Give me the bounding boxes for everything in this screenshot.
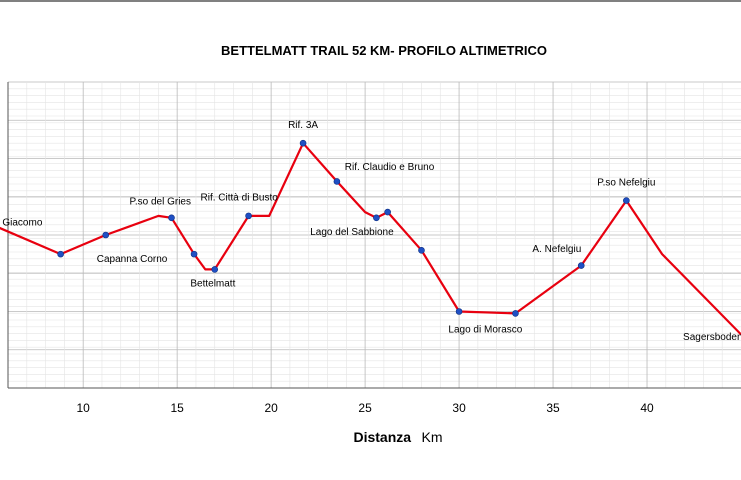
waypoint-marker: [168, 214, 175, 222]
waypoint-label: Capanna Corno: [97, 254, 168, 265]
x-tick-label: 30: [452, 401, 466, 415]
waypoint-label: Rif. 3A: [288, 120, 318, 131]
grid: [0, 0, 741, 389]
waypoint-labels: Giacomo Capanna Corno P.so del Gries Bettel…: [2, 120, 741, 343]
x-tick-label: 25: [358, 401, 372, 415]
waypoint-marker: [623, 197, 630, 204]
waypoint-marker: [577, 262, 585, 269]
x-axis-unit: Km: [422, 429, 443, 445]
x-tick-label: 15: [170, 401, 184, 415]
x-axis-label-text: Distanza: [353, 429, 411, 445]
axes: [7, 82, 741, 389]
waypoint-marker: [455, 308, 463, 315]
waypoint-marker: [384, 208, 391, 216]
x-tick-label: 20: [264, 401, 278, 415]
waypoint-markers: [57, 139, 630, 317]
waypoint-marker: [190, 250, 198, 258]
waypoint-label: A. Nefelgiu: [532, 244, 581, 255]
x-tick-labels: 10 15 20 25 30 35 40: [76, 401, 654, 415]
waypoint-label: Giacomo: [2, 217, 42, 228]
waypoint-marker: [57, 250, 64, 258]
waypoint-marker: [245, 212, 252, 220]
waypoint-marker: [211, 266, 219, 273]
waypoint-marker: [418, 247, 425, 254]
waypoint-label: P.so del Gries: [129, 196, 191, 207]
waypoint-marker: [299, 139, 307, 147]
waypoint-label: P.so Nefelgiu: [597, 177, 655, 188]
waypoint-label: Bettelmatt: [190, 279, 235, 290]
waypoint-marker: [102, 231, 110, 239]
profile-line: [0, 142, 741, 336]
waypoint-label: Lago del Sabbione: [310, 227, 394, 238]
chart-title: BETTELMATT TRAIL 52 KM- PROFILO ALTIMETR…: [221, 43, 547, 58]
waypoint-label: Sagersboden: [683, 332, 741, 343]
x-tick-label: 35: [546, 401, 560, 415]
waypoint-marker: [333, 178, 341, 185]
waypoint-marker: [512, 310, 519, 317]
waypoint-label: Rif. Claudio e Bruno: [345, 162, 435, 173]
waypoint-label: Lago di Morasco: [448, 325, 522, 336]
waypoint-marker: [373, 214, 380, 222]
x-axis-label: Distanza Km: [353, 429, 442, 446]
x-tick-label: 40: [640, 401, 654, 415]
waypoint-label: Rif. Città di Busto: [201, 193, 279, 204]
x-tick-label: 10: [76, 401, 90, 415]
profile-series-line: [0, 142, 741, 336]
